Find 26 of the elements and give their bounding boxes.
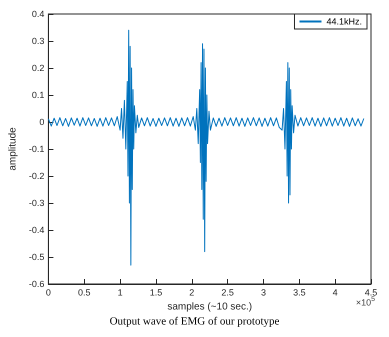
y-axis-title: amplitude bbox=[8, 126, 18, 171]
y-tick-label: -0.6 bbox=[28, 279, 44, 289]
x-tick-label: 1 bbox=[118, 288, 123, 298]
x-tick-label: 2 bbox=[189, 288, 194, 298]
y-tick-label: 0.2 bbox=[32, 63, 44, 73]
y-tick-label: 0.1 bbox=[32, 90, 44, 100]
y-tick-label: -0.2 bbox=[28, 171, 44, 181]
text: Output wave of EMG of our prototype bbox=[110, 316, 280, 328]
y-tick-label: -0.4 bbox=[28, 225, 44, 235]
y-tick-label: -0.1 bbox=[28, 144, 44, 154]
x-axis-title: samples (~10 sec.) bbox=[167, 301, 252, 312]
y-tick-label: 0.3 bbox=[32, 36, 44, 46]
y-tick-label: 0 bbox=[39, 117, 44, 127]
x-tick-label: 0 bbox=[46, 288, 51, 298]
y-tick-label: -0.3 bbox=[28, 198, 44, 208]
x-tick-label: 4.5 bbox=[364, 288, 378, 298]
x-tick-label: 3.5 bbox=[293, 288, 306, 298]
x-tick-label: 1.5 bbox=[150, 288, 162, 298]
line-series bbox=[48, 30, 364, 266]
y-tick-label: -0.5 bbox=[28, 252, 44, 262]
x-tick-label: 2.5 bbox=[221, 288, 234, 298]
x-tick-label: 0.5 bbox=[78, 288, 91, 298]
x-tick-label: 4 bbox=[332, 288, 338, 298]
y-tick-label: 0.4 bbox=[32, 9, 44, 19]
x-tick-label: 3 bbox=[260, 288, 266, 298]
legend-label: 44.1kHz. bbox=[326, 16, 362, 26]
